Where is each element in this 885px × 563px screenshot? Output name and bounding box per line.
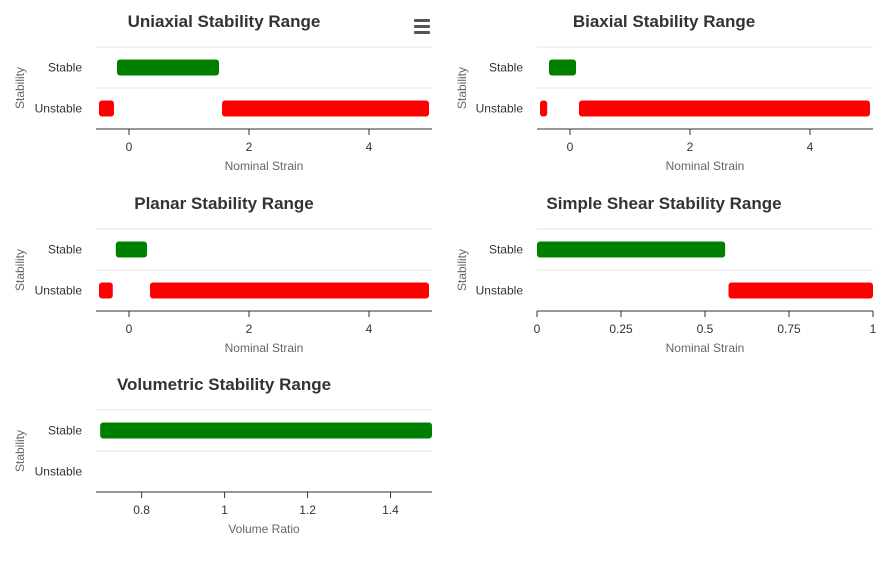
range-bar-unstable <box>540 100 548 117</box>
x-tick-label: 2 <box>687 140 694 154</box>
x-tick-label: 0.75 <box>777 322 801 336</box>
x-tick-label: 4 <box>807 140 814 154</box>
range-bar-unstable <box>99 282 113 299</box>
category-label-unstable: Unstable <box>35 284 83 298</box>
category-label-unstable: Unstable <box>476 284 524 298</box>
range-bar-stable <box>117 59 219 76</box>
x-tick-label: 2 <box>246 140 253 154</box>
range-bar-unstable <box>150 282 429 299</box>
x-tick-label: 4 <box>366 322 373 336</box>
range-bar-stable <box>549 59 576 76</box>
y-axis-label: Stability <box>13 67 27 109</box>
chart-panel-2: Biaxial Stability Range Stable Unstable Sta… <box>455 12 873 173</box>
x-tick-label: 0.8 <box>133 503 150 517</box>
chart-title: Planar Stability Range <box>134 194 314 213</box>
x-tick-label: 4 <box>366 140 373 154</box>
chart-panel-1: Uniaxial Stability Range Stable Unstable St… <box>13 12 432 173</box>
range-bar-unstable <box>222 100 429 117</box>
chart-title: Biaxial Stability Range <box>573 12 755 31</box>
category-label-unstable: Unstable <box>35 465 83 479</box>
range-bar-unstable <box>99 100 114 117</box>
x-axis-label: Nominal Strain <box>666 159 745 173</box>
chart-panel-3: Planar Stability Range Stable Unstable Stab… <box>13 194 432 355</box>
category-label-stable: Stable <box>489 61 523 75</box>
x-axis-label: Nominal Strain <box>225 159 304 173</box>
category-label-unstable: Unstable <box>476 102 524 116</box>
x-tick-label: 0.25 <box>609 322 633 336</box>
category-label-stable: Stable <box>48 61 82 75</box>
y-axis-label: Stability <box>13 430 27 472</box>
category-label-stable: Stable <box>489 243 523 257</box>
category-label-stable: Stable <box>48 243 82 257</box>
chart-panel-4: Simple Shear Stability Range Stable Unstab… <box>455 194 877 355</box>
x-tick-label: 0 <box>534 322 541 336</box>
chart-panel-5: Volumetric Stability Range Stable Unstable… <box>13 375 433 536</box>
x-tick-label: 2 <box>246 322 253 336</box>
x-axis-label: Nominal Strain <box>225 341 304 355</box>
chart-title: Uniaxial Stability Range <box>128 12 321 31</box>
x-tick-label: 1.2 <box>299 503 316 517</box>
y-axis-label: Stability <box>13 249 27 291</box>
range-bar-stable <box>100 422 433 439</box>
x-tick-label: 1.4 <box>382 503 399 517</box>
x-axis-label: Nominal Strain <box>666 341 745 355</box>
chart-title: Volumetric Stability Range <box>117 375 331 394</box>
x-tick-label: 0 <box>126 140 133 154</box>
range-bar-stable <box>115 241 147 258</box>
x-axis-label: Volume Ratio <box>228 522 300 536</box>
hamburger-menu-icon[interactable] <box>410 16 434 38</box>
y-axis-label: Stability <box>455 249 469 291</box>
chart-title: Simple Shear Stability Range <box>546 194 781 213</box>
range-bar-unstable <box>728 282 873 299</box>
y-axis-label: Stability <box>455 67 469 109</box>
x-tick-label: 0 <box>126 322 133 336</box>
range-bar-unstable <box>579 100 870 117</box>
x-tick-label: 0 <box>567 140 574 154</box>
x-tick-label: 1 <box>221 503 228 517</box>
x-tick-label: 1 <box>870 322 877 336</box>
category-label-stable: Stable <box>48 424 82 438</box>
x-tick-label: 0.5 <box>697 322 714 336</box>
category-label-unstable: Unstable <box>35 102 83 116</box>
range-bar-stable <box>537 241 726 258</box>
